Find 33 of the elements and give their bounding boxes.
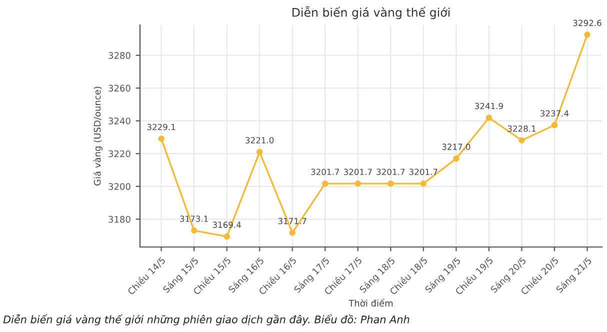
point xyxy=(453,155,460,162)
chart-title: Diễn biến giá vàng thế giới xyxy=(292,6,450,20)
point xyxy=(551,122,558,128)
point xyxy=(224,233,230,240)
data-label: 3201.7 xyxy=(344,168,372,176)
point xyxy=(584,32,590,38)
data-label: 3292.6 xyxy=(573,20,602,26)
point xyxy=(388,180,394,187)
y-axis-title: Giá vàng (USD/ounce) xyxy=(93,86,102,186)
data-label: 3201.7 xyxy=(376,168,405,176)
point xyxy=(190,227,198,234)
data-label: 3201.7 xyxy=(409,168,438,176)
data-label: 3221.0 xyxy=(246,137,274,144)
point xyxy=(322,180,328,187)
data-label: 3241.9 xyxy=(475,102,503,110)
point xyxy=(486,114,492,121)
point xyxy=(289,230,296,236)
y-tick-label: 3280 xyxy=(108,52,130,59)
data-label: 3228.1 xyxy=(508,125,536,132)
point xyxy=(420,180,427,187)
y-tick-label: 3180 xyxy=(108,216,130,223)
data-label: 3229.1 xyxy=(147,124,176,130)
point xyxy=(256,148,263,156)
point xyxy=(518,137,525,144)
y-tick-label: 3240 xyxy=(108,118,130,124)
data-label: 3201.7 xyxy=(311,168,339,176)
point xyxy=(354,180,362,187)
y-tick-label: 3220 xyxy=(108,150,130,158)
text: Diễn biến giá vàng thế giới những phiên giao dịch gần đây. Biểu đồ: Phan Anh xyxy=(3,314,410,326)
x-axis-title: Thời điểm xyxy=(348,298,393,307)
point xyxy=(158,136,164,142)
y-tick-label: 3200 xyxy=(108,183,130,190)
y-tick-label: 3260 xyxy=(108,84,130,92)
